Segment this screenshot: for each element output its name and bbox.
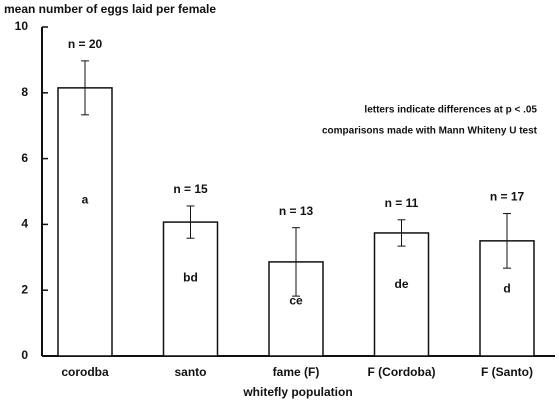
x-tick-label: fame (F) (273, 365, 320, 379)
y-tick-label: 6 (21, 151, 28, 165)
n-label: n = 17 (490, 190, 525, 204)
letter-label: d (503, 281, 510, 295)
bar (162, 221, 219, 357)
y-tick-label: 8 (21, 85, 28, 99)
letter-label: bd (183, 271, 198, 285)
x-tick-label: corodba (61, 365, 109, 379)
annotation: comparisons made with Mann Whiteny U tes… (322, 126, 538, 137)
y-axis-label: mean number of eggs laid per female (4, 2, 216, 16)
bar (57, 87, 113, 357)
x-tick-label: F (Cordoba) (368, 365, 436, 379)
n-label: n = 13 (279, 204, 314, 218)
letter-label: de (394, 277, 408, 291)
letter-label: a (82, 193, 89, 207)
bar (373, 232, 430, 357)
annotation: letters indicate differences at p < .05 (364, 105, 537, 116)
n-label: n = 20 (68, 37, 103, 51)
y-tick-label: 2 (21, 282, 28, 296)
y-tick-label: 10 (15, 19, 29, 33)
letter-label: ce (289, 294, 303, 308)
x-tick-label: F (Santo) (481, 365, 533, 379)
y-tick-label: 4 (21, 217, 28, 231)
n-label: n = 11 (385, 196, 419, 210)
y-tick-label: 0 (21, 348, 28, 362)
x-tick-label: santo (174, 365, 206, 379)
n-label: n = 15 (173, 182, 208, 196)
x-axis-label: whitefly population (242, 385, 352, 399)
